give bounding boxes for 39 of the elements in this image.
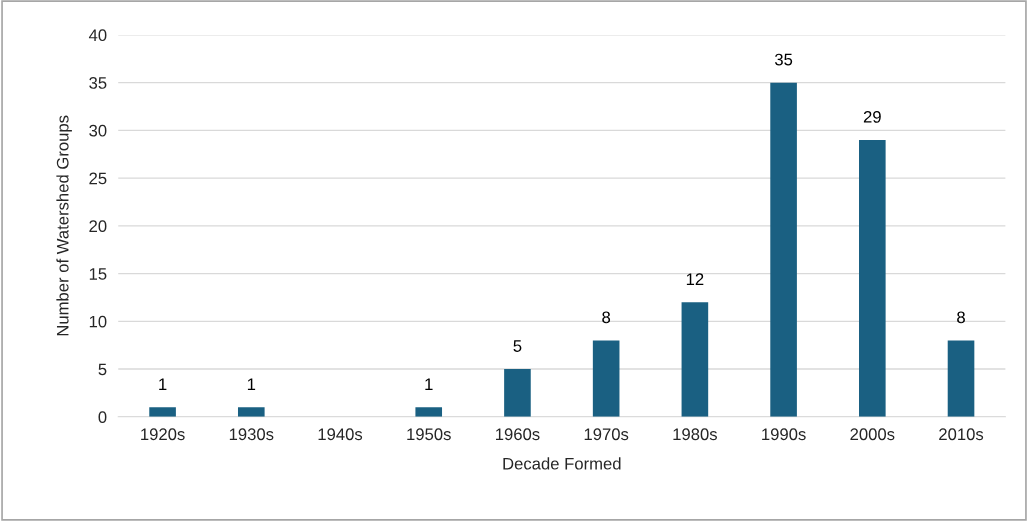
x-tick-label: 2000s (850, 428, 895, 441)
x-tick-label: 1930s (229, 428, 274, 441)
y-tick-label: 30 (89, 124, 107, 137)
x-tick-label: 1990s (762, 428, 806, 441)
y-tick-label: 20 (89, 220, 107, 233)
data-label: 29 (863, 110, 881, 123)
data-label: 5 (513, 340, 522, 352)
x-tick-label: 1970s (584, 428, 629, 441)
bar (237, 407, 265, 417)
bar (504, 369, 531, 417)
bar (149, 407, 176, 417)
y-tick-label: 10 (89, 315, 107, 328)
data-label: 1 (247, 378, 256, 390)
bar (859, 139, 886, 417)
y-axis-title: Number of Watershed Groups (56, 115, 72, 336)
data-label: 8 (957, 311, 965, 324)
data-label: 35 (774, 53, 793, 66)
data-label: 1 (159, 378, 167, 390)
x-tick-label: 1960s (496, 428, 540, 441)
y-tick-label: 0 (98, 411, 107, 423)
x-tick-label: 1980s (673, 428, 717, 441)
x-tick-label: 1950s (407, 428, 451, 441)
y-tick-label: 35 (89, 77, 107, 89)
data-label: 12 (686, 273, 704, 285)
bar (681, 302, 709, 417)
x-tick-label: 1940s (318, 428, 363, 441)
x-tick-label: 2010s (939, 428, 984, 441)
y-tick-label: 5 (98, 363, 107, 376)
y-tick-label: 25 (89, 172, 107, 185)
x-tick-label: 1920s (141, 428, 185, 441)
bar (415, 407, 443, 417)
x-axis-title: Decade Formed (503, 457, 621, 470)
bar (947, 340, 975, 417)
bar (592, 340, 620, 417)
data-label: 1 (425, 378, 433, 390)
y-tick-label: 15 (89, 268, 107, 280)
bar (770, 82, 797, 417)
data-label: 8 (602, 311, 611, 324)
y-tick-label: 40 (88, 29, 107, 42)
